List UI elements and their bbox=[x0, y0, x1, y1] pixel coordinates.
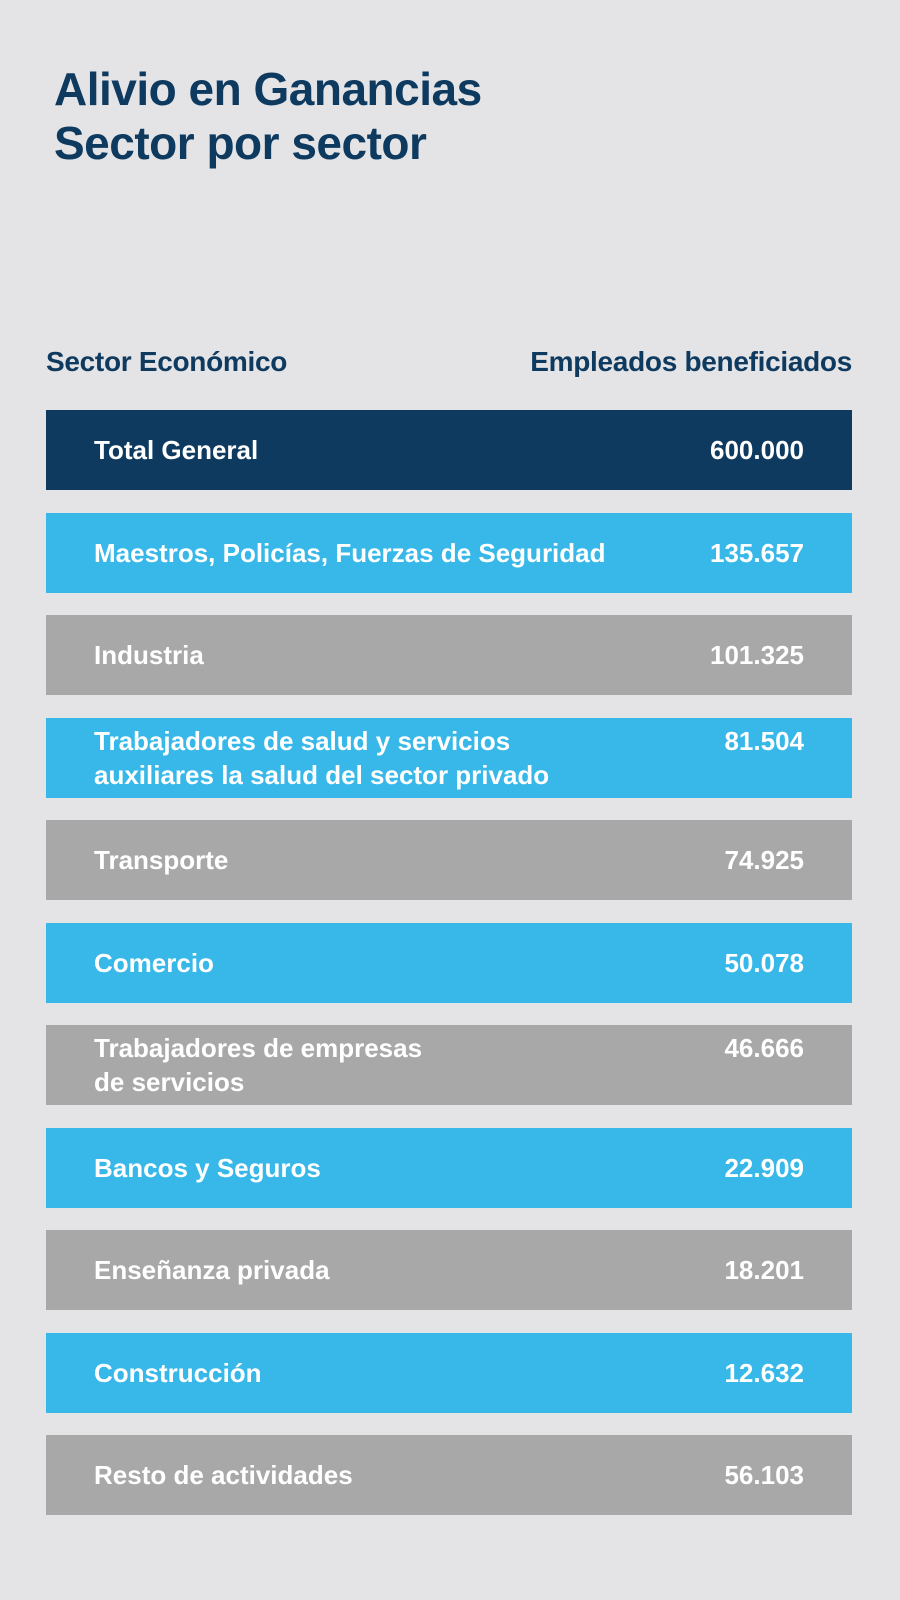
row-label: Transporte bbox=[94, 845, 229, 875]
row-value: 600.000 bbox=[710, 435, 804, 465]
row-label-line-2: de servicios bbox=[94, 1067, 245, 1097]
table-row: Enseñanza privada 18.201 bbox=[46, 1230, 852, 1310]
row-label: Construcción bbox=[94, 1357, 262, 1388]
table-row: Industria 101.325 bbox=[46, 615, 852, 695]
row-label: Trabajadores de salud y servicios auxili… bbox=[94, 718, 674, 798]
row-value: 46.666 bbox=[724, 1033, 804, 1063]
row-value: 22.909 bbox=[724, 1152, 804, 1183]
column-header-employees: Empleados beneficiados bbox=[530, 346, 852, 377]
row-value: 50.078 bbox=[724, 947, 804, 978]
table-row: Trabajadores de empresas de servicios 46… bbox=[46, 1025, 852, 1105]
title-line-1: Alivio en Ganancias bbox=[54, 63, 482, 115]
row-value: 12.632 bbox=[724, 1357, 804, 1388]
row-value: 101.325 bbox=[710, 640, 804, 670]
row-label-line-2: auxiliares la salud del sector privado bbox=[94, 759, 550, 790]
page-title: Alivio en Ganancias Sector por sector bbox=[54, 62, 482, 170]
row-label-line-1: Trabajadores de empresas bbox=[94, 1033, 423, 1063]
table-row: Construcción 12.632 bbox=[46, 1332, 852, 1413]
row-value: 56.103 bbox=[724, 1460, 804, 1490]
row-value: 135.657 bbox=[710, 537, 804, 568]
table-row-total: Total General 600.000 bbox=[46, 410, 852, 490]
table-row: Bancos y Seguros 22.909 bbox=[46, 1127, 852, 1208]
column-header-sector: Sector Económico bbox=[46, 346, 288, 377]
row-label: Maestros, Policías, Fuerzas de Seguridad bbox=[94, 537, 606, 568]
row-label: Comercio bbox=[94, 947, 214, 978]
row-label: Industria bbox=[94, 640, 204, 670]
table-row: Maestros, Policías, Fuerzas de Seguridad… bbox=[46, 512, 852, 593]
sector-table: Total General 600.000 Maestros, Policías… bbox=[46, 410, 852, 1538]
row-label: Bancos y Seguros bbox=[94, 1152, 321, 1183]
row-value: 74.925 bbox=[724, 845, 804, 875]
row-label-line-1: Trabajadores de salud y servicios bbox=[94, 725, 511, 756]
row-label: Enseñanza privada bbox=[94, 1255, 330, 1285]
row-label: Resto de actividades bbox=[94, 1460, 353, 1490]
table-row: Comercio 50.078 bbox=[46, 922, 852, 1003]
table-row: Resto de actividades 56.103 bbox=[46, 1435, 852, 1515]
title-line-2: Sector por sector bbox=[54, 117, 427, 169]
table-row: Transporte 74.925 bbox=[46, 820, 852, 900]
row-value: 81.504 bbox=[724, 725, 804, 756]
table-row: Trabajadores de salud y servicios auxili… bbox=[46, 717, 852, 798]
row-label: Total General bbox=[94, 435, 259, 465]
row-label: Trabajadores de empresas de servicios bbox=[94, 1025, 674, 1105]
row-value: 18.201 bbox=[724, 1255, 804, 1285]
